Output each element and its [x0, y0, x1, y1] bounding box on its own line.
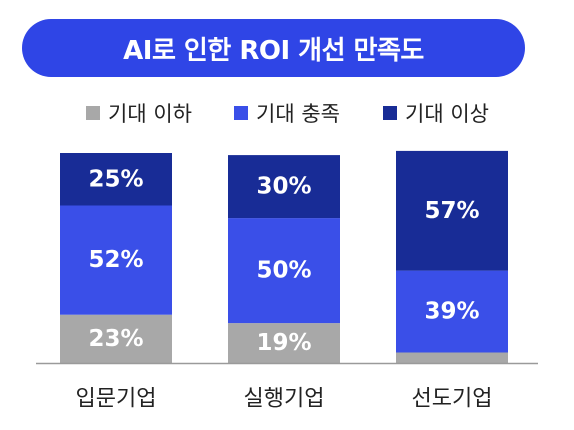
data-label: 19%: [256, 330, 311, 356]
data-label: 25%: [88, 166, 143, 192]
legend-item-meets: 기대 충족: [234, 96, 340, 130]
legend-swatch-below: [86, 106, 100, 120]
title-banner: AI로 인한 ROI 개선 만족도: [22, 19, 525, 77]
legend-item-below: 기대 이하: [86, 96, 192, 130]
legend-label-below: 기대 이하: [108, 102, 192, 126]
bar-segment: [228, 323, 340, 363]
data-label: 52%: [88, 247, 143, 273]
legend-item-above: 기대 이상: [383, 96, 489, 130]
legend: 기대 이하 기대 충족 기대 이상: [0, 96, 574, 130]
category-label: 실행기업: [244, 387, 325, 412]
bar-segment: [60, 205, 172, 315]
data-label: 57%: [424, 198, 479, 224]
data-label: 30%: [256, 174, 311, 200]
legend-label-above: 기대 이상: [405, 102, 489, 126]
legend-swatch-meets: [234, 106, 248, 120]
data-label: 39%: [424, 299, 479, 325]
data-label: 23%: [88, 326, 143, 352]
bar-segment: [60, 153, 172, 206]
data-label: 50%: [256, 258, 311, 284]
category-label: 입문기업: [76, 387, 157, 412]
bar-segment: [228, 155, 340, 219]
bar-segment: [60, 314, 172, 363]
category-label: 선도기업: [412, 387, 493, 412]
bar-segment: [396, 352, 508, 363]
chart-title: AI로 인한 ROI 개선 만족도: [123, 35, 424, 66]
bar-segment: [396, 270, 508, 353]
bar-segment: [396, 150, 508, 271]
bar-segment: [228, 218, 340, 324]
legend-swatch-above: [383, 106, 397, 120]
legend-label-meets: 기대 충족: [256, 102, 340, 126]
